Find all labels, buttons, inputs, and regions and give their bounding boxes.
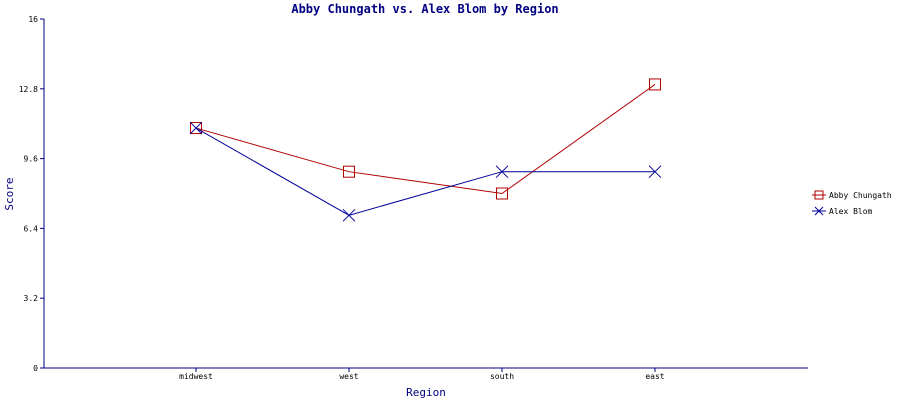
data-point-marker: [649, 78, 661, 91]
data-point-marker: [190, 122, 202, 135]
data-point-marker: [343, 165, 355, 178]
legend-marker: [814, 190, 824, 200]
legend-item: Abby Chungath: [812, 190, 892, 200]
data-point-marker: [342, 208, 356, 222]
data-point-marker: [496, 187, 508, 200]
data-point-marker: [189, 121, 203, 135]
y-tick-label: 3.2: [24, 294, 39, 303]
y-tick-label: 12.8: [19, 85, 38, 94]
x-tick-label: midwest: [179, 372, 213, 381]
legend: Abby Chungath Alex Blom: [812, 190, 892, 216]
series-layer: [189, 78, 662, 222]
y-axis-ticks: 0 3.2 6.4 9.6 12.8 16: [19, 15, 44, 373]
chart-title: Abby Chungath vs. Alex Blom by Region: [291, 2, 558, 16]
data-point-marker: [648, 165, 662, 179]
x-tick-label: east: [645, 372, 664, 381]
x-tick-label: west: [339, 372, 358, 381]
series-line: [195, 127, 655, 216]
x-axis-label: Region: [406, 386, 446, 399]
series-1: [189, 121, 662, 222]
y-tick-label: 16: [28, 15, 38, 24]
legend-label: Abby Chungath: [829, 191, 892, 200]
legend-label: Alex Blom: [829, 207, 873, 216]
x-tick-label: south: [490, 372, 514, 381]
y-tick-label: 6.4: [24, 224, 39, 233]
data-point-marker: [495, 165, 509, 179]
x-axis-ticks: midwest west south east: [179, 368, 665, 381]
y-axis-label: Score: [3, 177, 16, 210]
y-tick-label: 9.6: [24, 155, 39, 164]
y-tick-label: 0: [33, 364, 38, 373]
series-0: [190, 78, 661, 200]
legend-marker: [814, 206, 824, 216]
legend-item: Alex Blom: [812, 206, 873, 216]
series-line: [195, 84, 656, 195]
